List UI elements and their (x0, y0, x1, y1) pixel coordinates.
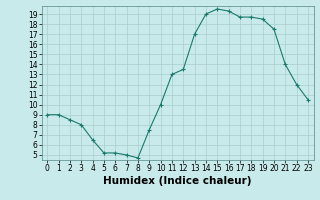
X-axis label: Humidex (Indice chaleur): Humidex (Indice chaleur) (103, 176, 252, 186)
